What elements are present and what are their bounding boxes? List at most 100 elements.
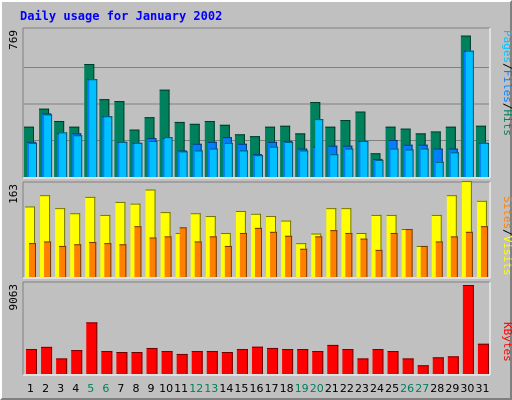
bar-shade <box>230 245 232 277</box>
legend-entry: Hits <box>501 110 512 137</box>
x-tick-label-day-20: 20 <box>310 382 324 395</box>
bar-edge <box>370 153 381 155</box>
bar-edge <box>285 235 293 237</box>
bar-edge <box>420 148 429 150</box>
bar-shade <box>411 229 413 277</box>
bar-edge <box>360 140 369 142</box>
bar-shade <box>125 244 127 277</box>
x-tick-label-day-21: 21 <box>325 382 339 395</box>
bar-kbytes-day-10 <box>161 351 173 374</box>
bar-edge <box>59 132 68 134</box>
bar-edge <box>280 125 291 127</box>
bar-shade <box>471 231 473 277</box>
x-tick-label-day-24: 24 <box>370 382 384 395</box>
bar-pages-day-1 <box>29 142 37 177</box>
bar-shade <box>81 135 83 177</box>
bar-edge <box>192 143 202 145</box>
bar-sites-day-2 <box>44 241 52 277</box>
bar-shade <box>171 351 173 374</box>
bar-edge <box>74 244 82 246</box>
bar-shade <box>292 141 294 177</box>
bar-shade <box>457 152 459 177</box>
bar-edge <box>342 349 354 351</box>
bar-shade <box>140 226 142 277</box>
bar-edge <box>159 89 170 91</box>
bar-edge <box>149 237 157 239</box>
bar-shade <box>457 356 459 374</box>
bar-edge <box>390 148 399 150</box>
bar-edge <box>326 208 337 210</box>
x-tick-label-day-4: 4 <box>72 382 79 395</box>
bar-pages-day-27 <box>420 148 429 177</box>
bar-kbytes-day-24 <box>372 349 384 374</box>
bar-edge <box>388 139 398 141</box>
bar-kbytes-day-25 <box>387 351 399 374</box>
bar-edge <box>330 230 338 232</box>
bar-kbytes-day-5 <box>86 322 98 374</box>
bar-kbytes-day-20 <box>312 351 324 374</box>
bar-edge <box>432 357 444 359</box>
x-tick-label-day-25: 25 <box>385 382 399 395</box>
bar-shade <box>35 243 36 277</box>
bar-shade <box>111 351 113 374</box>
bar-shade <box>49 195 51 277</box>
bar-sites-day-23 <box>360 238 368 277</box>
bar-kbytes-day-1 <box>26 349 37 374</box>
bar-edge <box>179 151 188 153</box>
x-tick-label-day-23: 23 <box>355 382 369 395</box>
x-tick-label-day-6: 6 <box>102 382 109 395</box>
bar-edge <box>190 213 201 215</box>
bar-shade <box>95 242 97 277</box>
bar-edge <box>465 231 473 233</box>
bar-pages-day-26 <box>405 149 414 177</box>
x-tick-label-day-18: 18 <box>280 382 294 395</box>
bar-hits-day-11 <box>174 121 185 177</box>
legend-entry: Visits <box>501 236 512 276</box>
bar-edge <box>134 226 142 228</box>
x-tick-label-day-7: 7 <box>117 382 124 395</box>
bar-edge <box>281 220 292 222</box>
bar-edge <box>283 140 293 142</box>
bar-sites-day-25 <box>390 232 398 277</box>
bar-pages-day-24 <box>375 159 384 177</box>
bar-edge <box>477 343 489 345</box>
bar-pages-day-23 <box>360 140 369 177</box>
bar-edge <box>144 117 155 119</box>
bar-shade <box>36 349 37 374</box>
bar-edge <box>176 353 188 355</box>
x-tick-label-day-28: 28 <box>430 382 444 395</box>
panel-visits-sites: 163 Sites/Visits <box>7 181 512 279</box>
bar-shade <box>66 132 68 177</box>
bar-edge <box>315 236 323 238</box>
legend-visits-sites: Sites/Visits <box>501 196 512 276</box>
bar-edge <box>475 125 486 127</box>
bar-shade <box>156 140 158 177</box>
bar-shade <box>322 119 324 177</box>
x-tick-label-day-31: 31 <box>475 382 489 395</box>
bar-edge <box>300 150 309 152</box>
bar-edge <box>131 352 143 354</box>
bar-shade <box>168 89 170 177</box>
bar-edge <box>129 129 140 131</box>
x-tick-label-day-19: 19 <box>295 382 309 395</box>
bar-edge <box>69 126 80 128</box>
bar-edge <box>224 142 233 144</box>
bar-shade <box>154 189 156 277</box>
bar-edge <box>270 231 278 233</box>
bar-edge <box>25 206 35 208</box>
bar-shade <box>123 101 125 177</box>
legend-kbytes: KBytes <box>501 322 512 362</box>
bar-edge <box>250 213 261 215</box>
y-axis-max-label: 163 <box>7 184 20 204</box>
bar-shade <box>231 142 233 177</box>
bar-shade <box>183 121 185 177</box>
bar-edge <box>149 140 158 142</box>
bar-sites-day-19 <box>300 248 308 277</box>
bar-pages-day-11 <box>179 151 188 177</box>
bar-edge <box>435 161 444 163</box>
bar-edge <box>146 347 158 349</box>
legend-entry: KBytes <box>501 322 512 362</box>
bar-edge <box>311 233 322 235</box>
x-tick-label-day-3: 3 <box>57 382 64 395</box>
legend-entry: / <box>501 103 512 110</box>
